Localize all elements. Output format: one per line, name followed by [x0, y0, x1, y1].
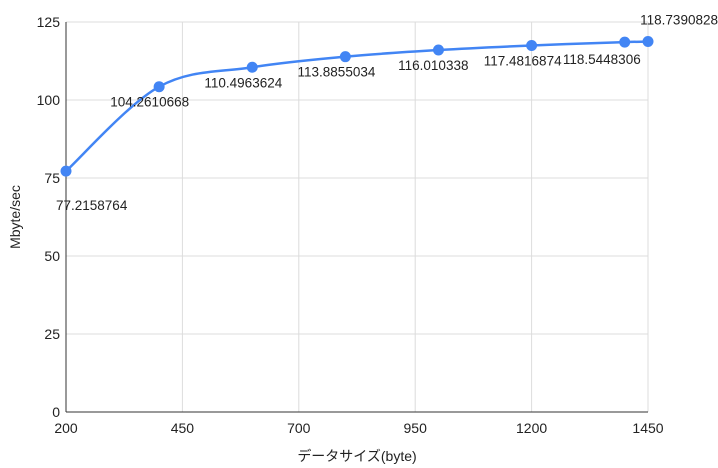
y-tick-label: 125 — [37, 14, 61, 30]
y-tick-label: 0 — [52, 404, 60, 420]
axes — [65, 22, 648, 413]
x-tick-label: 1450 — [632, 420, 663, 436]
data-label: 113.8855034 — [298, 65, 376, 80]
data-point — [432, 44, 444, 56]
tick-labels: 0 25 50 75 100 125 200 450 700 950 1200 1450 — [37, 14, 664, 436]
data-label: 117.4816874 — [484, 53, 562, 68]
y-axis-title: Mbyte/sec — [7, 185, 23, 249]
data-label: 77.2158764 — [56, 198, 128, 213]
grid — [66, 21, 649, 412]
data-label: 118.7390828 — [640, 13, 718, 28]
data-point — [642, 36, 654, 48]
x-tick-label: 1200 — [516, 420, 547, 436]
x-tick-label: 200 — [54, 420, 78, 436]
y-tick-label: 75 — [44, 170, 60, 186]
data-point — [339, 51, 351, 63]
x-tick-label: 700 — [287, 420, 311, 436]
data-label: 116.010338 — [398, 58, 468, 73]
x-axis-title: データサイズ(byte) — [297, 448, 416, 464]
data-point — [526, 39, 538, 51]
y-tick-label: 100 — [37, 92, 61, 108]
y-tick-label: 25 — [44, 326, 60, 342]
data-label: 110.4963624 — [204, 75, 282, 90]
data-point — [246, 61, 258, 73]
x-tick-label: 450 — [171, 420, 195, 436]
data-labels: 77.2158764 104.2610668 110.4963624 113.8855… — [56, 13, 718, 214]
x-tick-label: 950 — [404, 420, 428, 436]
series — [60, 36, 654, 177]
y-tick-label: 50 — [44, 248, 60, 264]
data-label: 118.5448306 — [563, 52, 641, 67]
data-point — [60, 165, 72, 177]
data-label: 104.2610668 — [110, 95, 189, 110]
data-point — [153, 81, 165, 93]
data-point — [619, 36, 631, 48]
